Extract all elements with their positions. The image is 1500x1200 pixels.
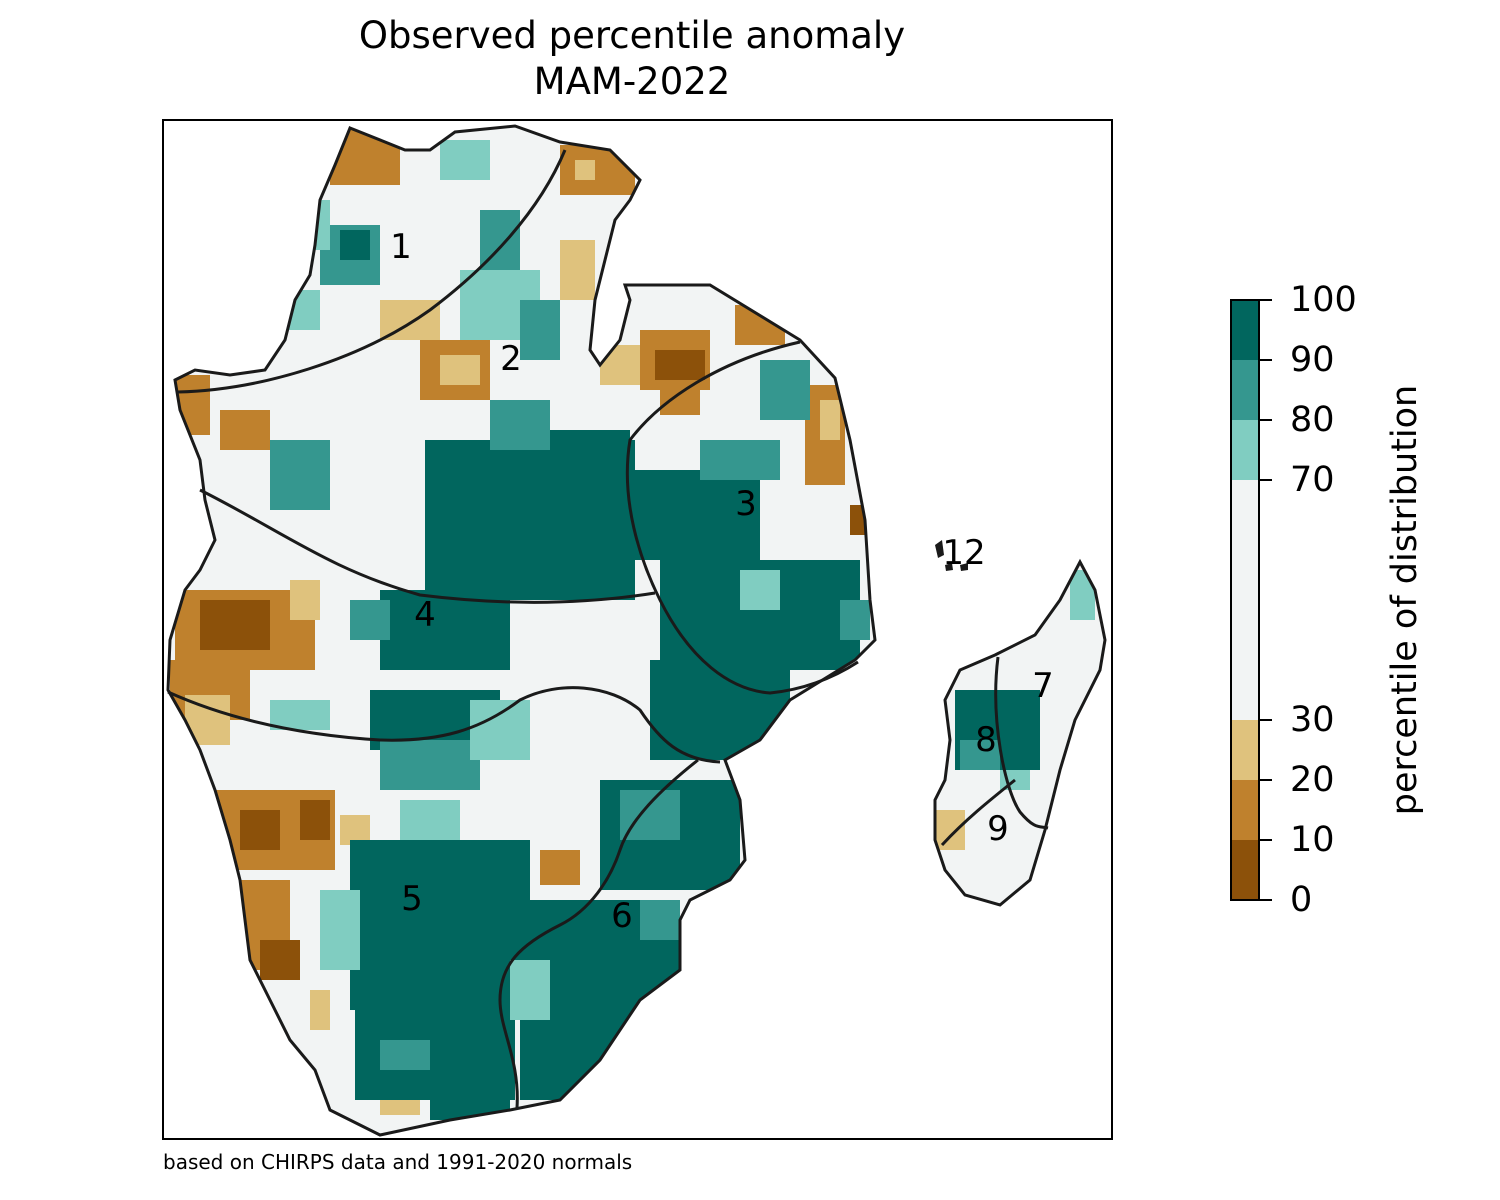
region-label-5: 5 [401,879,423,919]
mainland-coastline [166,124,877,1137]
region-label-7: 7 [1032,666,1054,706]
region-boundaries [167,149,1049,1109]
comoros-island [945,563,953,571]
colorbar-tick-label: 0 [1290,880,1313,920]
colorbar-tick-label: 90 [1290,340,1335,380]
colorbar-tick-label: 100 [1290,280,1357,320]
comoros-island [935,540,944,558]
region-label-12: 12 [942,533,985,573]
colorbar-tick-label: 30 [1290,700,1335,740]
madagascar-coastline [933,558,1107,907]
map-subtitle: MAM-2022 [533,60,731,103]
region-label-3: 3 [735,484,757,524]
region-label-8: 8 [975,720,997,760]
colorbar-bin-90-100 [1231,300,1259,360]
region-label-1: 1 [390,227,412,267]
colorbar-tick-label: 10 [1290,820,1335,860]
colorbar-bin-70-80 [1231,420,1259,480]
comoros-island [960,563,968,571]
region-label-2: 2 [500,339,522,379]
colorbar [1230,299,1272,901]
colorbar-bin-20-30 [1231,720,1259,780]
colorbar-tick-label: 80 [1290,400,1335,440]
colorbar-tick-label: 70 [1290,460,1335,500]
colorbar-bin-10-20 [1231,780,1259,840]
data-credit: based on CHIRPS data and 1991-2020 norma… [163,1150,633,1174]
region-label-9: 9 [987,809,1009,849]
map-title: Observed percentile anomaly [358,14,906,57]
colorbar-bin-0-10 [1231,840,1259,900]
colorbar-bin-80-90 [1231,360,1259,420]
colorbar-tick-label: 20 [1290,760,1335,800]
colorbar-label: percentile of distribution [1385,384,1425,816]
region-label-4: 4 [414,595,436,635]
colorbar-bin-30-70 [1231,480,1259,720]
region-label-6: 6 [611,896,633,936]
